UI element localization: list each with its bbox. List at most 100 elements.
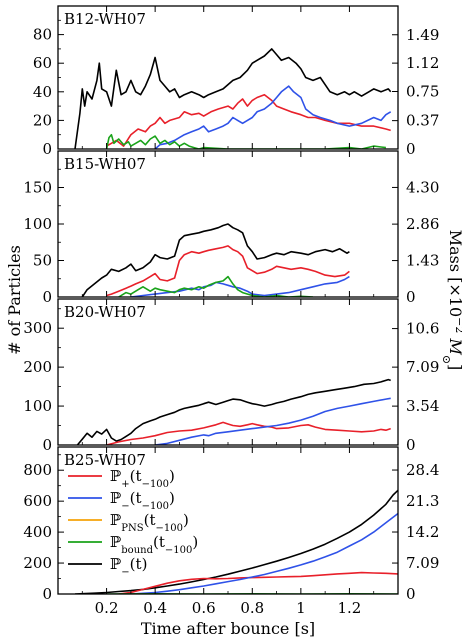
series-line-red: [118, 571, 398, 594]
y-tick-label: 400: [23, 523, 52, 541]
y-tick-label: 20: [33, 111, 52, 129]
series-line-red: [106, 421, 391, 445]
legend-label-part: ): [169, 489, 175, 507]
y-tick-label: 200: [23, 358, 52, 376]
legend-label-part: ℙ: [110, 533, 122, 551]
legend-label-part: ): [142, 555, 148, 573]
series-line-green: [118, 275, 314, 297]
panel-b25-wh07: 0 200 400 600 800 0 7.09 14.2 21.3 28.4 B25-WH07: [23, 446, 439, 603]
legend: ℙ+(t−100)ℙ−(t−100)ℙPNS(t−100)ℙbound(t−10…: [68, 467, 198, 578]
x-tick-label: 1.2: [337, 599, 361, 617]
y-axis-label-left: # of Particles: [5, 245, 24, 355]
y-tick-label: 800: [23, 461, 52, 479]
right-tick-label: 7.09: [406, 554, 439, 572]
legend-label-part: ℙ: [110, 467, 122, 485]
series-line-black: [76, 378, 391, 445]
right-tick-label: 21.3: [406, 492, 439, 510]
legend-label-part: −: [121, 501, 129, 512]
panel-b20-wh07: 0 100 200 300 0 3.54 7.09 10.6 B20-WH07: [23, 298, 439, 454]
x-axis-label: Time after bounce [s]: [141, 619, 315, 638]
legend-label-part: −: [121, 567, 129, 578]
panel-b15-wh07: 0 50 100 150 0 1.43 2.86 4.30 B15-WH07: [23, 150, 439, 306]
y-tick-label: 50: [33, 252, 52, 270]
y-tick-label: 0: [42, 140, 52, 158]
legend-label-part: ): [169, 467, 175, 485]
legend-label-p_minus_t: ℙ−(t): [110, 555, 147, 578]
series-line-black: [74, 489, 398, 594]
y-tick-label: 80: [33, 26, 52, 44]
right-tick-label: 1.12: [406, 54, 439, 72]
right-tick-label: 0: [406, 585, 416, 603]
right-tick-label: 0: [406, 436, 416, 454]
legend-label-p_minus: ℙ−(t−100): [110, 489, 175, 512]
legend-label-p_bound: ℙbound(t−100): [110, 533, 198, 556]
legend-label-part: ℙ: [110, 555, 122, 573]
legend-label-part: (t: [130, 555, 142, 573]
legend-label-part: (t: [130, 467, 142, 485]
right-tick-label: 0.75: [406, 82, 439, 100]
panel-frame: [57, 446, 399, 595]
legend-label-p_pns: ℙPNS(t−100): [110, 511, 189, 534]
legend-label-part: ): [183, 511, 189, 529]
right-tick-label: 1.43: [406, 252, 439, 270]
legend-label-part: PNS: [121, 523, 143, 534]
panel-title: B20-WH07: [64, 303, 146, 321]
y-tick-label: 0: [42, 585, 52, 603]
y-tick-label: 60: [33, 54, 52, 72]
y-tick-label: 40: [33, 83, 52, 101]
legend-label-part: bound: [121, 545, 153, 556]
right-tick-label: 2.86: [406, 215, 439, 233]
right-tick-label: 3.54: [406, 397, 439, 415]
legend-label-p_plus: ℙ+(t−100): [110, 467, 175, 490]
right-tick-label: 10.6: [406, 320, 439, 338]
right-tick-label: 0.37: [406, 112, 439, 130]
right-tick-label: 0: [406, 288, 416, 306]
legend-label-part: (t: [130, 489, 142, 507]
y-tick-label: 600: [23, 492, 52, 510]
right-tick-label: 28.4: [406, 461, 439, 479]
y-tick-label: 150: [23, 179, 52, 197]
y-tick-label: 300: [23, 319, 52, 337]
y-tick-label: 100: [23, 397, 52, 415]
series-line-black: [81, 223, 350, 297]
y-axis-label-right-part: Mass [×10: [446, 230, 462, 317]
y-tick-label: 100: [23, 215, 52, 233]
series-line-red: [106, 93, 391, 147]
panel-b12-wh07: 0 20 40 60 80 0 0.37 0.75 1.12 1.49 B12-WH07: [33, 5, 439, 158]
legend-label-part: ℙ: [110, 511, 122, 529]
series-line-black: [74, 48, 392, 149]
x-tick-label: 1: [296, 599, 306, 617]
legend-label-part: ): [192, 533, 198, 551]
series-line-red: [106, 245, 350, 297]
y-tick-label: 0: [42, 288, 52, 306]
x-tick-label: 0.2: [95, 599, 119, 617]
y-axis-label-right-part: −2: [454, 317, 462, 333]
legend-label-part: −100: [165, 545, 192, 556]
right-tick-label: 0: [406, 140, 416, 158]
legend-label-part: −100: [142, 479, 169, 490]
x-tick-label: 0.6: [192, 599, 216, 617]
series-line-blue: [154, 85, 392, 149]
y-axis-label-right-part: M: [446, 337, 462, 355]
series-line-blue: [130, 275, 350, 297]
panel-title: B25-WH07: [64, 451, 146, 469]
series-line-blue: [130, 512, 398, 594]
y-tick-label: 0: [42, 436, 52, 454]
right-tick-label: 7.09: [406, 358, 439, 376]
legend-label-part: (t: [153, 533, 165, 551]
legend-label-part: −100: [142, 501, 169, 512]
panel-title: B15-WH07: [64, 155, 146, 173]
y-tick-label: 200: [23, 554, 52, 572]
legend-label-part: −100: [156, 523, 183, 534]
right-tick-label: 1.49: [406, 26, 439, 44]
y-axis-label-right-part: ]: [446, 364, 462, 370]
legend-label-part: (t: [144, 511, 156, 529]
series-line-blue: [154, 397, 391, 445]
x-tick-label: 0.8: [240, 599, 264, 617]
legend-label-part: ℙ: [110, 489, 122, 507]
y-axis-label-right: Mass [×10−2 M⊙]: [441, 230, 462, 371]
y-axis-label-right-part: ⊙: [441, 355, 454, 364]
x-tick-label: 0.4: [143, 599, 167, 617]
right-tick-label: 4.30: [406, 178, 439, 196]
